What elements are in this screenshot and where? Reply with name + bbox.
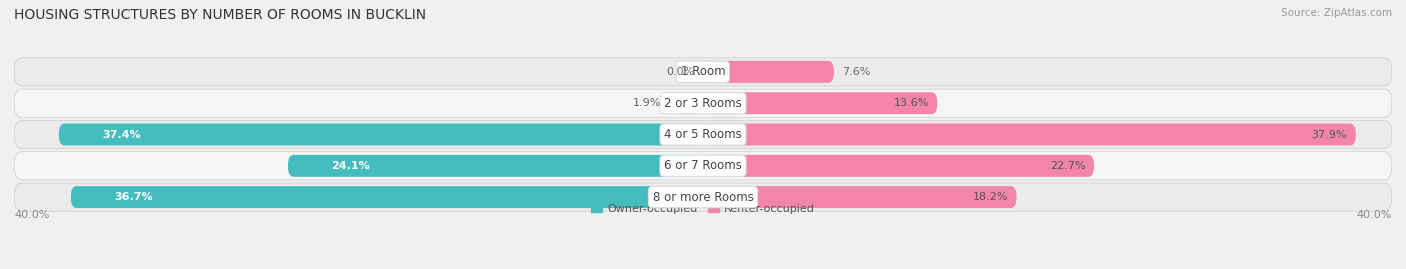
FancyBboxPatch shape — [703, 92, 938, 114]
Text: 2 or 3 Rooms: 2 or 3 Rooms — [664, 97, 742, 110]
Text: 0.0%: 0.0% — [666, 67, 695, 77]
Text: 1.9%: 1.9% — [633, 98, 662, 108]
FancyBboxPatch shape — [703, 186, 1017, 208]
FancyBboxPatch shape — [14, 152, 1392, 180]
Legend: Owner-occupied, Renter-occupied: Owner-occupied, Renter-occupied — [586, 200, 820, 218]
Text: 4 or 5 Rooms: 4 or 5 Rooms — [664, 128, 742, 141]
FancyBboxPatch shape — [14, 89, 1392, 117]
Text: 18.2%: 18.2% — [973, 192, 1008, 202]
FancyBboxPatch shape — [70, 186, 703, 208]
Text: 36.7%: 36.7% — [114, 192, 153, 202]
Text: 22.7%: 22.7% — [1050, 161, 1085, 171]
Text: 37.4%: 37.4% — [101, 129, 141, 140]
Text: 1 Room: 1 Room — [681, 65, 725, 78]
FancyBboxPatch shape — [14, 58, 1392, 86]
Text: 40.0%: 40.0% — [14, 210, 49, 220]
Text: 6 or 7 Rooms: 6 or 7 Rooms — [664, 159, 742, 172]
Text: 8 or more Rooms: 8 or more Rooms — [652, 191, 754, 204]
FancyBboxPatch shape — [14, 183, 1392, 211]
Text: 13.6%: 13.6% — [893, 98, 928, 108]
FancyBboxPatch shape — [59, 123, 703, 146]
Text: 40.0%: 40.0% — [1357, 210, 1392, 220]
Text: HOUSING STRUCTURES BY NUMBER OF ROOMS IN BUCKLIN: HOUSING STRUCTURES BY NUMBER OF ROOMS IN… — [14, 8, 426, 22]
FancyBboxPatch shape — [288, 155, 703, 177]
Text: 7.6%: 7.6% — [842, 67, 870, 77]
FancyBboxPatch shape — [671, 92, 703, 114]
FancyBboxPatch shape — [14, 121, 1392, 148]
Text: 37.9%: 37.9% — [1312, 129, 1347, 140]
Text: Source: ZipAtlas.com: Source: ZipAtlas.com — [1281, 8, 1392, 18]
FancyBboxPatch shape — [703, 61, 834, 83]
FancyBboxPatch shape — [703, 123, 1355, 146]
FancyBboxPatch shape — [703, 155, 1094, 177]
Text: 24.1%: 24.1% — [330, 161, 370, 171]
